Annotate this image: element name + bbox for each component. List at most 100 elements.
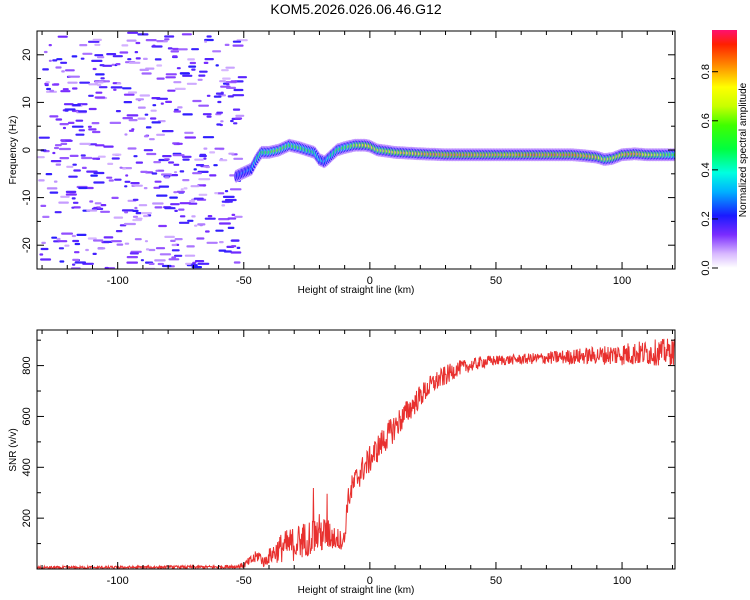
noise-blob: [90, 174, 98, 177]
noise-blob: [129, 252, 139, 255]
noise-blob: [143, 135, 149, 138]
noise-blob: [55, 66, 62, 69]
colorbar-bar: [712, 30, 737, 268]
noise-blob: [164, 38, 170, 41]
noise-blob: [235, 114, 245, 117]
noise-blob: [42, 68, 49, 71]
noise-blob: [198, 104, 209, 107]
noise-blob: [167, 89, 176, 92]
noise-blob: [116, 82, 122, 85]
y-tick-label: 800: [21, 356, 33, 374]
noise-blob: [191, 215, 196, 218]
noise-blob: [61, 70, 65, 73]
noise-blob: [55, 163, 61, 166]
noise-blob: [149, 138, 155, 141]
noise-blob: [176, 190, 185, 193]
noise-blob: [188, 65, 197, 68]
noise-blob: [135, 212, 142, 215]
x-tick-label: 50: [490, 275, 502, 287]
noise-blob: [215, 229, 224, 232]
noise-blob: [78, 110, 87, 113]
noise-blob: [194, 224, 198, 227]
noise-blob: [59, 147, 71, 151]
noise-blob: [168, 258, 180, 261]
noise-blob: [128, 61, 141, 64]
noise-blob: [93, 181, 105, 184]
spectrogram-x-ticks: -100 -50 0 50 100: [41, 31, 673, 287]
noise-blob: [135, 98, 144, 101]
noise-blob: [58, 201, 69, 204]
noise-blob: [135, 161, 143, 164]
noise-blob: [93, 171, 105, 175]
noise-blob: [193, 168, 197, 171]
noise-blob: [143, 149, 153, 152]
x-tick-label: -100: [107, 575, 129, 587]
noise-blob: [130, 182, 140, 185]
x-tick-label: -50: [236, 275, 252, 287]
noise-blob: [222, 77, 231, 80]
noise-blob: [49, 191, 59, 194]
noise-blob: [67, 81, 78, 84]
noise-blob: [92, 38, 102, 41]
noise-blob: [127, 91, 138, 94]
noise-blob: [124, 211, 129, 214]
noise-blob: [127, 147, 137, 150]
noise-blob: [232, 108, 241, 111]
noise-blob: [106, 53, 117, 56]
noise-blob: [236, 246, 241, 249]
noise-blob: [223, 250, 232, 253]
noise-blob: [100, 210, 110, 213]
noise-blob: [48, 59, 52, 62]
noise-blob: [177, 48, 188, 51]
noise-blob: [111, 196, 119, 199]
noise-blob: [199, 153, 207, 156]
noise-blob: [227, 95, 234, 98]
noise-blob: [144, 113, 149, 116]
y-tick-label: -10: [21, 190, 33, 206]
noise-blob: [111, 63, 116, 66]
noise-blob: [94, 81, 104, 84]
noise-blob: [165, 73, 177, 76]
noise-blob: [97, 84, 102, 87]
noise-blob: [192, 172, 202, 175]
noise-blob: [54, 146, 59, 150]
noise-blob: [221, 204, 226, 207]
noise-blob: [162, 155, 172, 158]
noise-blob: [198, 74, 206, 77]
noise-blob: [88, 128, 97, 131]
noise-blob: [219, 159, 228, 162]
noise-blob: [115, 110, 121, 113]
noise-blob: [227, 217, 237, 220]
noise-blob: [60, 142, 68, 145]
noise-blob: [150, 117, 157, 120]
noise-blob: [168, 161, 175, 164]
noise-blob: [79, 44, 88, 47]
noise-blob: [196, 237, 205, 240]
noise-blob: [43, 50, 48, 54]
noise-blob: [230, 80, 238, 83]
noise-blob: [191, 266, 202, 269]
noise-blob: [69, 154, 79, 157]
noise-blob: [190, 185, 200, 188]
noise-blob: [179, 72, 190, 75]
noise-blob: [121, 44, 129, 47]
noise-blob: [141, 72, 152, 75]
noise-blob: [122, 117, 133, 120]
noise-blob: [158, 185, 170, 188]
noise-blob: [59, 157, 70, 160]
noise-blob: [87, 237, 97, 240]
noise-blob: [71, 125, 84, 128]
y-tick-label: 200: [21, 509, 33, 527]
noise-blob: [86, 209, 98, 212]
noise-blob: [139, 94, 150, 97]
noise-blob: [78, 129, 85, 132]
noise-blob: [213, 95, 222, 98]
noise-blob: [127, 31, 139, 34]
noise-blob: [170, 239, 176, 242]
x-tick-label: 50: [490, 575, 502, 587]
noise-blob: [88, 94, 94, 97]
noise-blob: [127, 58, 132, 61]
noise-blob: [135, 57, 141, 60]
noise-blob: [108, 179, 114, 182]
noise-blob: [179, 215, 186, 218]
